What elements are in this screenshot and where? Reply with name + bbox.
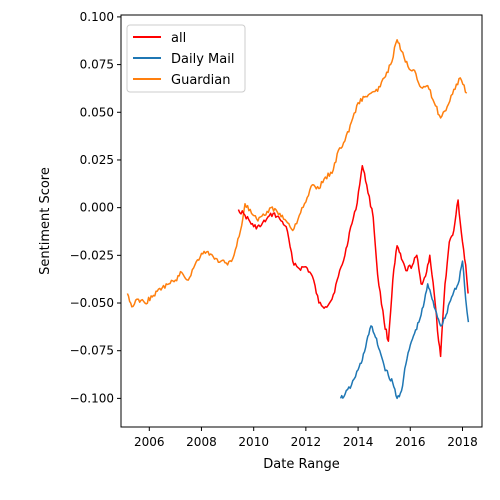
legend-entry-daily-mail: Daily Mail xyxy=(133,52,234,67)
y-tick-label: 0.100 xyxy=(80,10,114,24)
y-tick-label: 0.025 xyxy=(80,153,114,167)
y-tick-label: −0.100 xyxy=(70,391,114,405)
y-axis-label: Sentiment Score xyxy=(38,167,53,275)
x-tick-label: 2010 xyxy=(238,435,269,449)
plot-frame xyxy=(120,14,483,428)
x-axis-label: Date Range xyxy=(263,457,339,472)
legend-label-daily-mail: Daily Mail xyxy=(171,52,234,67)
legend-entry-guardian: Guardian xyxy=(133,73,230,88)
legend-box xyxy=(126,24,246,93)
series-line-all xyxy=(237,164,469,358)
legend-label-all: all xyxy=(171,31,186,46)
series-line-daily-mail xyxy=(339,260,470,400)
x-tick-label: 2016 xyxy=(395,435,426,449)
y-tick-label: 0.050 xyxy=(80,105,114,119)
y-tick-label: −0.075 xyxy=(70,344,114,358)
x-tick-label: 2006 xyxy=(134,435,165,449)
series-layer xyxy=(126,39,470,400)
y-tick-label: 0.000 xyxy=(80,201,114,215)
y-tick-label: 0.075 xyxy=(80,58,114,72)
y-axis-ticks: 0.100 0.075 0.050 0.025 0.000 −0.025 −0.050 −0.… xyxy=(70,10,121,405)
x-axis-ticks: 2006 2008 2010 2012 2014 2016 2018 xyxy=(134,427,478,449)
x-tick-label: 2012 xyxy=(291,435,322,449)
x-tick-label: 2018 xyxy=(447,435,478,449)
legend-entry-all: all xyxy=(133,31,186,46)
legend: all Daily Mail Guardian xyxy=(126,24,246,93)
y-tick-label: −0.025 xyxy=(70,248,114,262)
legend-label-guardian: Guardian xyxy=(171,73,230,88)
x-tick-label: 2008 xyxy=(186,435,217,449)
x-tick-label: 2014 xyxy=(343,435,374,449)
y-tick-label: −0.050 xyxy=(70,296,114,310)
series-line-guardian xyxy=(126,39,468,308)
